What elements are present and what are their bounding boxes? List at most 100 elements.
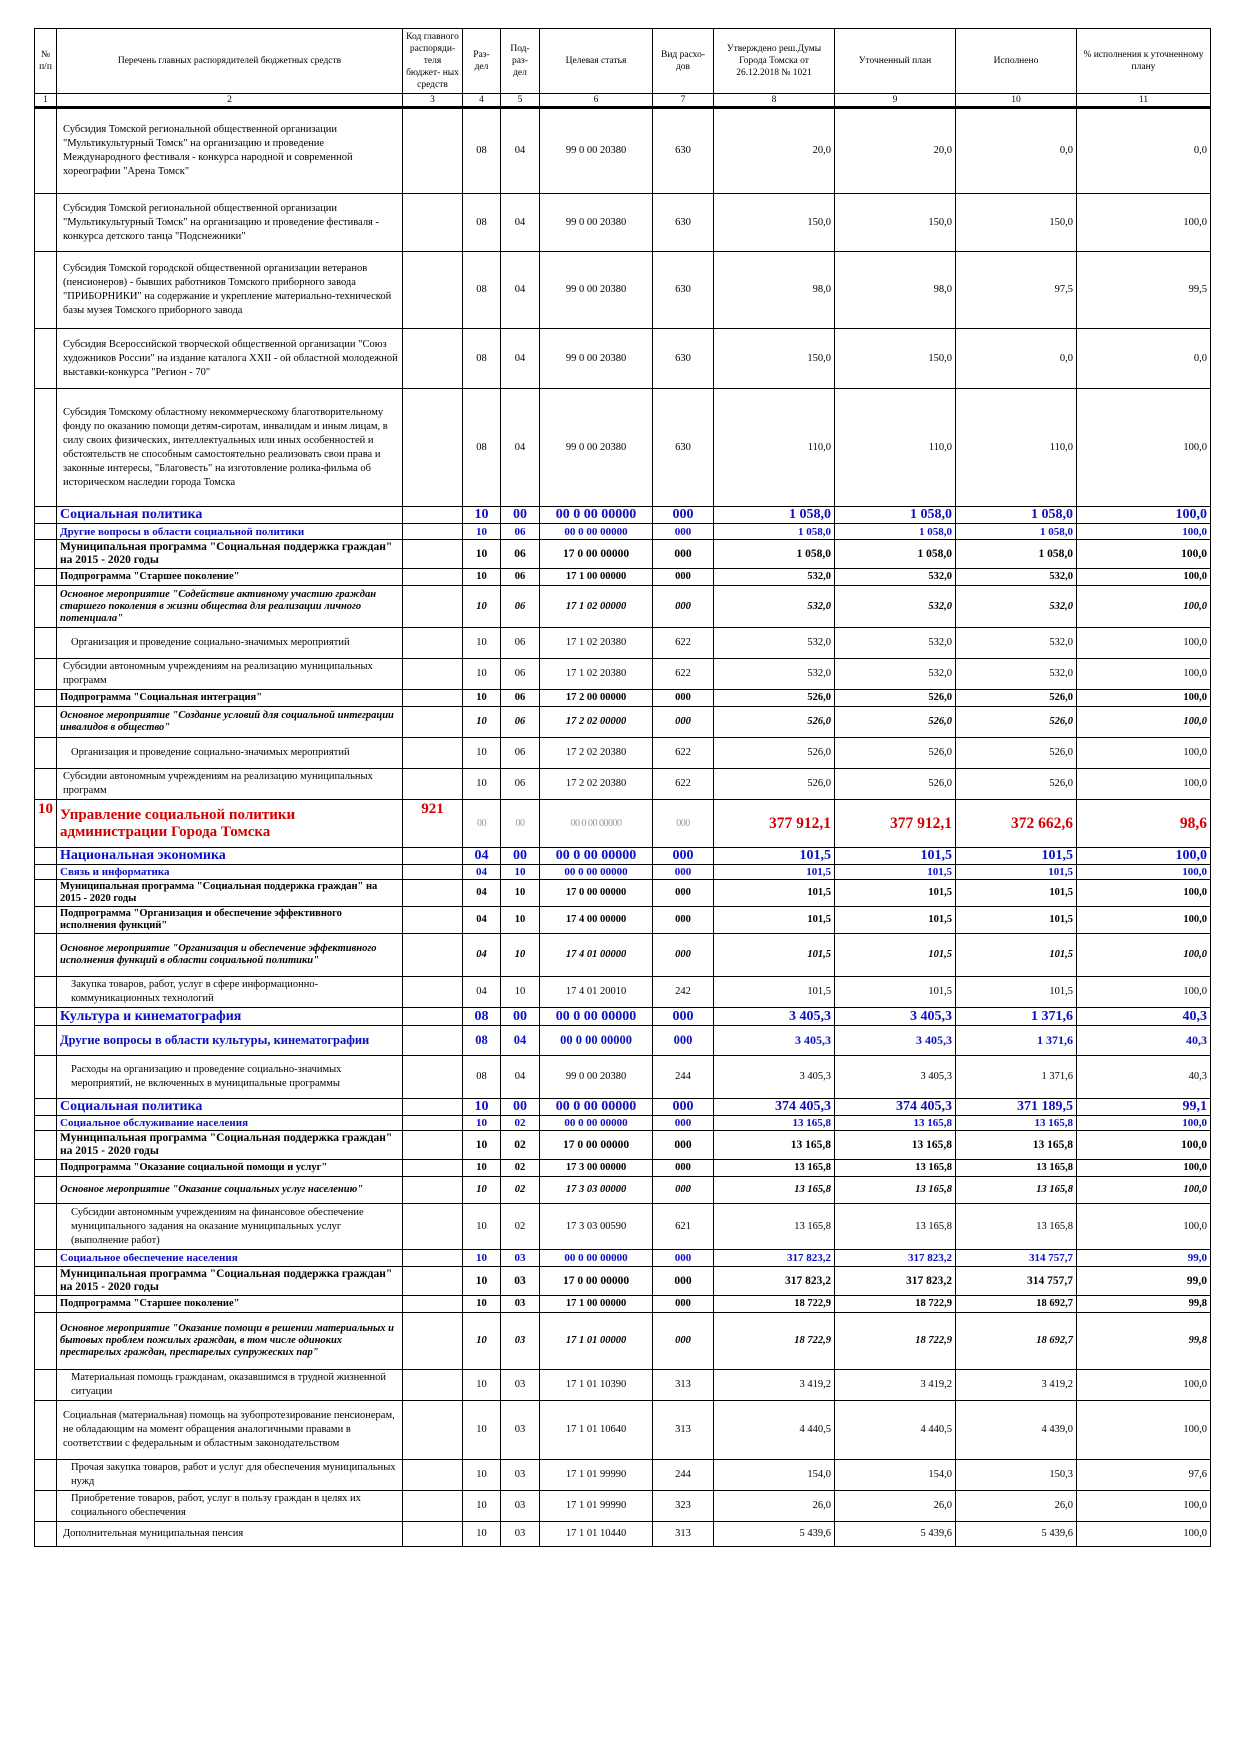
row-percent: 100,0 (1076, 879, 1211, 907)
row-number (34, 737, 57, 769)
row-approved-amount: 317 823,2 (713, 1249, 835, 1267)
row-subsection: 06 (500, 523, 540, 540)
row-expense-type: 000 (652, 847, 714, 865)
row-section: 04 (462, 976, 501, 1008)
row-expense-type: 000 (652, 585, 714, 628)
row-name: Основное мероприятие "Содействие активно… (56, 585, 403, 628)
row-approved-amount: 532,0 (713, 585, 835, 628)
row-name: Организация и проведение социально-значи… (56, 737, 403, 769)
row-code (402, 193, 463, 252)
table-row: Закупка товаров, работ, услуг в сфере ин… (34, 976, 1211, 1008)
row-target-article: 17 2 02 00000 (539, 706, 653, 738)
row-subsection: 04 (500, 1025, 540, 1056)
row-percent: 0,0 (1076, 328, 1211, 389)
row-section: 08 (462, 251, 501, 329)
row-percent: 0,0 (1076, 107, 1211, 194)
row-target-article: 17 2 00 00000 (539, 689, 653, 707)
row-name: Подпрограмма "Старшее поколение" (56, 1295, 403, 1313)
row-target-article: 17 1 01 10440 (539, 1521, 653, 1547)
row-name: Расходы на организацию и проведение соци… (56, 1055, 403, 1099)
row-approved-amount: 18 722,9 (713, 1295, 835, 1313)
row-number (34, 1400, 57, 1460)
row-percent: 99,8 (1076, 1295, 1211, 1313)
table-row: Субсидии автономным учреждениям на реали… (34, 658, 1211, 690)
table-row: Подпрограмма "Старшее поколение" 10 06 17 1… (34, 568, 1211, 586)
row-number (34, 1295, 57, 1313)
row-section: 04 (462, 879, 501, 907)
header-code: Код главного распоряди- теля бюджет- ных… (402, 28, 463, 94)
row-section: 10 (462, 1295, 501, 1313)
row-percent: 100,0 (1076, 658, 1211, 690)
row-approved-amount: 18 722,9 (713, 1312, 835, 1370)
row-section: 10 (462, 1115, 501, 1131)
row-name: Связь и информатика (56, 864, 403, 880)
row-section: 10 (462, 1098, 501, 1116)
row-number (34, 1007, 57, 1026)
row-plan-amount: 101,5 (834, 933, 956, 977)
row-section: 10 (462, 1369, 501, 1401)
table-row: Субсидия Томской городской общественной … (34, 251, 1211, 329)
row-target-article: 00 0 00 00000 (539, 523, 653, 540)
row-number (34, 1130, 57, 1160)
row-plan-amount: 154,0 (834, 1459, 956, 1491)
row-approved-amount: 101,5 (713, 847, 835, 865)
row-subsection: 04 (500, 251, 540, 329)
row-target-article: 00 0 00 00000 (539, 1098, 653, 1116)
row-code (402, 506, 463, 524)
table-row: Муниципальная программа "Социальная подд… (34, 879, 1211, 907)
row-number (34, 847, 57, 865)
row-section: 10 (462, 706, 501, 738)
header-section: Раз- дел (462, 28, 501, 94)
row-approved-amount: 532,0 (713, 627, 835, 659)
row-code (402, 737, 463, 769)
row-plan-amount: 101,5 (834, 906, 956, 934)
row-target-article: 17 1 01 10640 (539, 1400, 653, 1460)
row-percent: 40,3 (1076, 1025, 1211, 1056)
row-number (34, 864, 57, 880)
row-name: Субсидия Томскому областному некоммерчес… (56, 388, 403, 507)
row-number (34, 1203, 57, 1250)
row-executed-amount: 101,5 (955, 879, 1077, 907)
row-plan-amount: 1 058,0 (834, 523, 956, 540)
row-code (402, 523, 463, 540)
row-code (402, 847, 463, 865)
column-number: 9 (834, 93, 956, 109)
row-name: Субсидии автономным учреждениям на реали… (56, 768, 403, 800)
row-expense-type: 000 (652, 568, 714, 586)
row-subsection: 00 (500, 1007, 540, 1026)
row-code (402, 1176, 463, 1204)
row-approved-amount: 154,0 (713, 1459, 835, 1491)
row-code (402, 1203, 463, 1250)
row-approved-amount: 5 439,6 (713, 1521, 835, 1547)
row-section: 10 (462, 1312, 501, 1370)
row-approved-amount: 377 912,1 (713, 799, 835, 848)
row-expense-type: 000 (652, 1115, 714, 1131)
row-code (402, 976, 463, 1008)
row-percent: 40,3 (1076, 1007, 1211, 1026)
row-expense-type: 000 (652, 1098, 714, 1116)
row-subsection: 04 (500, 388, 540, 507)
row-approved-amount: 150,0 (713, 328, 835, 389)
row-plan-amount: 4 440,5 (834, 1400, 956, 1460)
table-row: Социальная политика 10 00 00 0 00 00000 000 3… (34, 1098, 1211, 1116)
row-number (34, 1176, 57, 1204)
row-target-article: 17 4 01 00000 (539, 933, 653, 977)
row-target-article: 17 1 02 20380 (539, 658, 653, 690)
row-subsection: 04 (500, 107, 540, 194)
row-target-article: 17 4 00 00000 (539, 906, 653, 934)
row-percent: 99,5 (1076, 251, 1211, 329)
row-name: Приобретение товаров, работ, услуг в пол… (56, 1490, 403, 1522)
row-code (402, 1007, 463, 1026)
row-executed-amount: 1 058,0 (955, 506, 1077, 524)
row-plan-amount: 150,0 (834, 193, 956, 252)
row-target-article: 17 0 00 00000 (539, 539, 653, 569)
row-executed-amount: 101,5 (955, 933, 1077, 977)
row-expense-type: 000 (652, 799, 714, 848)
table-row: 10 Управление социальной политики админис… (34, 799, 1211, 848)
row-approved-amount: 101,5 (713, 933, 835, 977)
column-number: 5 (500, 93, 540, 109)
row-expense-type: 313 (652, 1369, 714, 1401)
row-percent: 100,0 (1076, 568, 1211, 586)
header-num: № п/п (34, 28, 57, 94)
row-plan-amount: 3 419,2 (834, 1369, 956, 1401)
